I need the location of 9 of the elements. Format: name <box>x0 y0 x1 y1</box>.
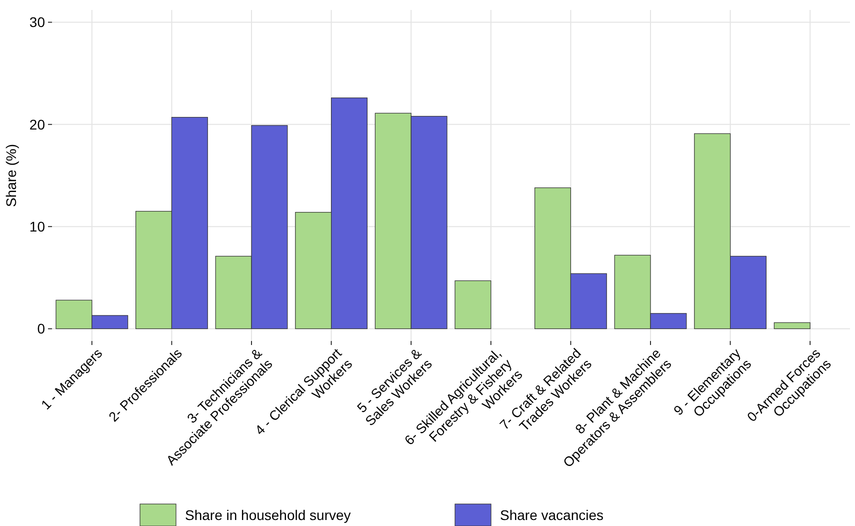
legend-label: Share in household survey <box>185 506 351 523</box>
y-tick-label: 30 <box>29 14 46 30</box>
bar <box>774 322 810 330</box>
legend-label: Share vacancies <box>500 506 604 523</box>
y-tick-label: 10 <box>29 218 46 234</box>
y-axis-title: Share (%) <box>3 144 19 208</box>
y-tick-label: 0 <box>37 320 46 337</box>
y-tick-label: 20 <box>29 116 46 132</box>
bar <box>454 280 492 330</box>
